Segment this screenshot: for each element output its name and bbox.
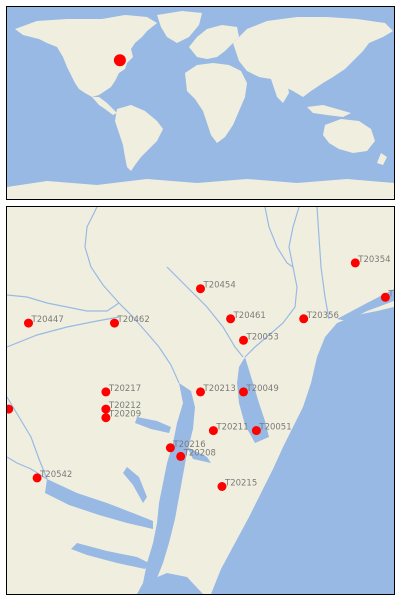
station-label: T20213: [203, 384, 236, 394]
world-station-highlight: [113, 54, 126, 67]
europe: [189, 25, 239, 59]
station-label: T20049: [246, 384, 279, 394]
patuxent-estuary: [123, 467, 147, 503]
potomac-river: [7, 396, 48, 480]
regional-station-map: T20354 T20355 T20454 T20447 T20462 T20461 T203…: [6, 206, 395, 595]
station-label: T20454: [203, 281, 236, 291]
station-marker[interactable]: [299, 314, 309, 324]
station-T20461[interactable]: T20461: [226, 311, 266, 324]
station-label: T20217: [108, 384, 141, 394]
station-marker[interactable]: [101, 387, 111, 397]
station-T20053[interactable]: T20053: [239, 332, 279, 345]
station-label: T20542: [39, 470, 72, 480]
station-unlabeled-19[interactable]: [7, 404, 14, 414]
station-label: T20209: [108, 410, 141, 420]
india: [271, 79, 289, 103]
station-T20215[interactable]: T20215: [217, 479, 258, 492]
delaware-bay: [237, 357, 269, 443]
water-bodies: [45, 289, 394, 594]
station-label: T20355: [387, 289, 394, 299]
station-T20462[interactable]: T20462: [110, 315, 150, 328]
new-zealand: [377, 153, 387, 165]
station-label: T20211: [215, 423, 248, 433]
station-T20213[interactable]: T20213: [196, 384, 236, 397]
station-marker[interactable]: [217, 482, 227, 491]
station-T20051[interactable]: T20051: [251, 423, 292, 436]
long-island-sound: [337, 289, 394, 321]
indonesia: [307, 105, 351, 117]
station-label: T20208: [183, 448, 216, 458]
station-T20212[interactable]: T20212: [101, 401, 141, 414]
station-marker[interactable]: [239, 387, 248, 397]
station-marker[interactable]: [196, 284, 205, 294]
station-marker[interactable]: [101, 404, 111, 414]
africa: [185, 63, 247, 143]
south-america: [115, 105, 163, 171]
world-landmasses: [7, 11, 394, 199]
rivers: [7, 207, 330, 480]
australia: [323, 119, 375, 153]
station-marker[interactable]: [176, 451, 186, 461]
station-label: T20447: [31, 315, 64, 325]
station-marker[interactable]: [239, 335, 248, 345]
station-T20216[interactable]: T20216: [165, 440, 206, 453]
station-label: T20461: [233, 311, 266, 321]
station-label: T20215: [224, 479, 257, 489]
station-T20454[interactable]: T20454: [196, 281, 236, 294]
station-label: T20051: [258, 423, 291, 433]
station-T20354[interactable]: T20354: [350, 255, 391, 268]
station-T20355[interactable]: T20355: [380, 289, 394, 302]
susquehanna-west-branch: [7, 294, 120, 312]
greenland: [157, 11, 202, 43]
world-station-marker: [113, 54, 126, 67]
delaware-river: [244, 207, 300, 358]
station-marker[interactable]: [226, 314, 236, 324]
hudson-river: [316, 207, 330, 320]
station-T20209[interactable]: T20209: [101, 410, 141, 423]
asia: [233, 17, 393, 97]
station-marker[interactable]: [110, 318, 119, 328]
station-T20542[interactable]: T20542: [32, 470, 73, 483]
station-label: T20216: [172, 440, 205, 450]
station-marker[interactable]: [24, 318, 33, 328]
station-marker[interactable]: [7, 404, 14, 414]
chesapeake-bay: [143, 383, 195, 583]
regional-map-svg: T20354 T20355 T20454 T20447 T20462 T20461 T203…: [7, 207, 394, 594]
world-overview-map: [6, 6, 395, 200]
world-map-svg: [7, 7, 394, 199]
juniata-river: [7, 316, 120, 348]
station-marker[interactable]: [380, 292, 390, 302]
baltimore-harbor: [135, 417, 171, 433]
station-T20211[interactable]: T20211: [208, 423, 249, 436]
potomac-estuary: [45, 479, 153, 529]
stations-layer: T20354 T20355 T20454 T20447 T20462 T20461 T203…: [7, 255, 394, 491]
station-marker[interactable]: [350, 258, 360, 268]
station-marker[interactable]: [251, 426, 261, 436]
station-marker[interactable]: [196, 387, 205, 397]
station-label: T20462: [117, 315, 150, 325]
station-label: T20356: [306, 311, 339, 321]
rappahannock-estuary: [71, 543, 149, 569]
station-label: T20053: [246, 332, 279, 342]
station-label: T20212: [108, 401, 141, 411]
station-T20217[interactable]: T20217: [101, 384, 141, 397]
antarctica: [7, 179, 394, 199]
eastern-shore-inlet: [187, 447, 211, 463]
station-marker[interactable]: [32, 473, 42, 483]
atlantic-ocean: [211, 307, 394, 594]
station-marker[interactable]: [208, 426, 218, 436]
delaware-upper: [264, 207, 294, 268]
station-marker[interactable]: [165, 443, 175, 453]
lower-chesapeake: [137, 573, 203, 594]
station-T20049[interactable]: T20049: [239, 384, 279, 397]
station-marker[interactable]: [101, 413, 111, 423]
central-america: [92, 97, 117, 115]
station-T20208[interactable]: T20208: [176, 448, 216, 461]
station-T20356[interactable]: T20356: [299, 311, 339, 324]
schuylkill-river: [166, 266, 244, 358]
station-label: T20354: [357, 255, 390, 265]
station-T20447[interactable]: T20447: [24, 315, 64, 328]
north-america: [15, 15, 157, 97]
